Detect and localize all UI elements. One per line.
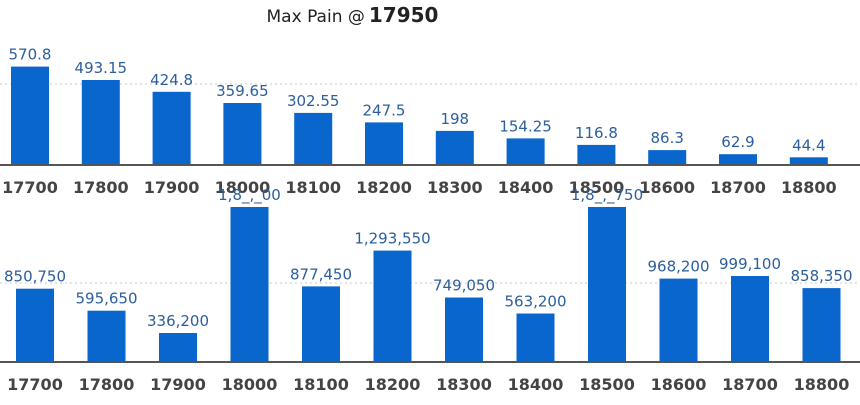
bar-18700 xyxy=(719,154,757,165)
max-pain-label: Max Pain @ xyxy=(266,7,365,27)
bar-18200 xyxy=(365,122,403,165)
bar-17700 xyxy=(16,288,54,362)
value-label: 1,8_,_00 xyxy=(218,186,281,205)
value-label: 493.15 xyxy=(75,59,128,77)
value-label: 858,350 xyxy=(790,267,852,285)
value-label: 154.25 xyxy=(499,117,552,135)
value-label: 247.5 xyxy=(363,101,406,119)
chart-title: Max Pain @17950 xyxy=(0,3,705,27)
value-label: 359.65 xyxy=(216,82,269,100)
x-tick-label: 18700 xyxy=(710,178,766,197)
value-label: 1,293,550 xyxy=(354,230,430,248)
max-pain-value: 17950 xyxy=(368,3,439,27)
bar-18600 xyxy=(648,150,687,165)
x-tick-label: 18700 xyxy=(722,375,778,394)
bar-18200 xyxy=(373,250,412,362)
x-tick-label: 17900 xyxy=(150,375,206,394)
bar-17800 xyxy=(81,80,120,165)
chart-panel-2: 850,750 17700 595,650 17800 336,200 17900 1,8_… xyxy=(0,186,860,394)
value-label: 336,200 xyxy=(147,312,209,330)
value-label: 570.8 xyxy=(9,46,52,64)
x-tick-label: 17700 xyxy=(7,375,63,394)
bar-18600 xyxy=(659,278,698,362)
x-tick-label: 18400 xyxy=(498,178,554,197)
value-label: 1,8_,_750 xyxy=(571,186,643,205)
chart-panel-1: 570.8 17700 493.15 17800 424.8 17900 359.65 180… xyxy=(0,46,860,197)
x-tick-label: 17700 xyxy=(2,178,58,197)
bar-18300 xyxy=(445,297,483,362)
value-label: 850,750 xyxy=(4,268,66,286)
x-tick-label: 18000 xyxy=(215,178,271,197)
value-label: 302.55 xyxy=(287,92,340,110)
value-label: 44.4 xyxy=(792,136,825,154)
value-label: 595,650 xyxy=(75,290,137,308)
x-tick-label: 18300 xyxy=(436,375,492,394)
bar-17900 xyxy=(159,333,197,362)
bar-18400 xyxy=(516,313,555,362)
x-tick-label: 18400 xyxy=(508,375,564,394)
value-label: 62.9 xyxy=(721,133,754,151)
value-label: 86.3 xyxy=(650,129,683,147)
value-label: 116.8 xyxy=(575,124,618,142)
x-tick-label: 17800 xyxy=(73,178,129,197)
value-label: 749,050 xyxy=(433,277,495,295)
x-tick-label: 18500 xyxy=(579,375,635,394)
bar-18400 xyxy=(506,138,545,165)
x-tick-label: 18500 xyxy=(569,178,625,197)
bar-18700 xyxy=(731,276,769,362)
value-label: 968,200 xyxy=(647,258,709,276)
x-tick-label: 18200 xyxy=(356,178,412,197)
bar-18500 xyxy=(588,207,626,362)
bar-18800 xyxy=(789,157,828,165)
bar-17800 xyxy=(87,310,126,362)
value-label: 424.8 xyxy=(150,71,193,89)
bar-17900 xyxy=(152,91,191,165)
value-label: 198 xyxy=(440,110,469,128)
bar-18800 xyxy=(802,288,841,362)
x-tick-label: 18600 xyxy=(651,375,707,394)
value-label: 999,100 xyxy=(719,255,781,273)
bar-18300 xyxy=(435,130,474,165)
x-tick-label: 18100 xyxy=(285,178,341,197)
value-label: 877,450 xyxy=(290,265,352,283)
bar-17700 xyxy=(11,66,49,165)
bar-18000 xyxy=(223,103,262,165)
x-tick-label: 18100 xyxy=(293,375,349,394)
x-tick-label: 18200 xyxy=(365,375,421,394)
x-tick-label: 18000 xyxy=(222,375,278,394)
bar-18000 xyxy=(230,207,269,362)
x-tick-label: 17800 xyxy=(79,375,135,394)
value-label: 563,200 xyxy=(504,293,566,311)
bar-18100 xyxy=(302,286,340,362)
bar-18500 xyxy=(577,144,616,165)
x-tick-label: 18300 xyxy=(427,178,483,197)
x-tick-label: 18800 xyxy=(781,178,837,197)
x-tick-label: 18800 xyxy=(794,375,850,394)
x-tick-label: 18600 xyxy=(639,178,695,197)
x-tick-label: 17900 xyxy=(144,178,200,197)
bar-18100 xyxy=(294,112,333,165)
